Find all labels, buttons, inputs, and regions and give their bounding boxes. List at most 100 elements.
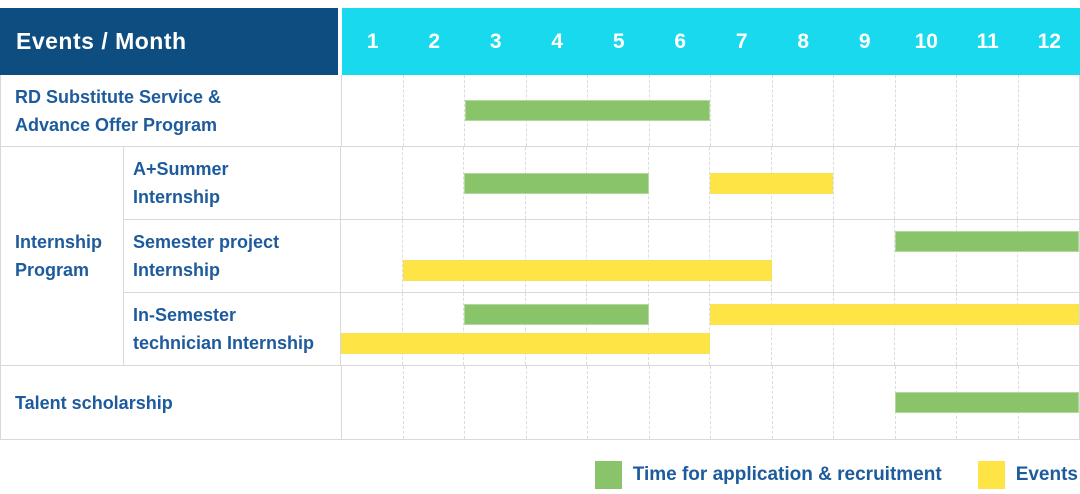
month-header-cell: 6 (674, 29, 687, 53)
row-label-line: Internship (133, 260, 221, 280)
month-grid-cell (895, 293, 957, 365)
bar-tracks (341, 293, 1079, 365)
month-grid-cell (464, 293, 526, 365)
month-grid-cell (527, 366, 588, 439)
timeline-cell-semester-project (341, 220, 1079, 292)
row-label-line: Semester project (133, 232, 280, 252)
gantt-row-a-summer: A+Summer Internship (124, 147, 1079, 220)
month-grid-cell (465, 366, 527, 439)
timeline-cell-talent-scholarship (342, 366, 1079, 439)
month-grid-cell (957, 293, 1019, 365)
month-grid-cell (772, 220, 834, 292)
month-grid-cell (957, 147, 1019, 219)
month-grid-cell (587, 293, 649, 365)
month-header-cell: 2 (428, 29, 441, 53)
bar-tracks (342, 75, 1079, 146)
month-grid-cell (711, 366, 773, 439)
month-grid-cell (834, 220, 896, 292)
gantt-table: Events / Month 1 2 3 4 5 6 7 8 9 10 11 12 RD Substi… (0, 8, 1080, 440)
row-label-rd-substitute: RD Substitute Service & Advance Offer Pr… (1, 75, 342, 146)
month-header-cell: 4 (551, 29, 564, 53)
gantt-bar-event (402, 260, 772, 281)
month-grid-cell (649, 293, 711, 365)
table-body: RD Substitute Service & Advance Offer Pr… (0, 75, 1080, 440)
legend-label-events: Events (1015, 464, 1078, 485)
month-grid-cell (588, 366, 650, 439)
month-grid-cell (650, 366, 711, 439)
bar-tracks (341, 220, 1079, 292)
month-grid-cell (404, 75, 465, 146)
table-header: Events / Month 1 2 3 4 5 6 7 8 9 10 11 12 (0, 8, 1080, 75)
gantt-row-talent-scholarship: Talent scholarship (1, 366, 1079, 439)
month-grid-cell (404, 366, 465, 439)
month-grid-cell (649, 220, 711, 292)
row-label-line: technician Internship (133, 333, 315, 353)
gantt-group-internship-program: Internship Program A+Summer Internship S… (1, 147, 1079, 366)
gantt-bar-application (464, 304, 649, 325)
month-grid-cell (341, 147, 403, 219)
bar-track (341, 231, 1079, 252)
month-grid-cell (772, 293, 834, 365)
row-label-talent-scholarship: Talent scholarship (1, 366, 342, 439)
month-grid-cell (711, 75, 773, 146)
group-subrows: A+Summer Internship Semester project Int… (124, 147, 1079, 365)
timeline-cell-rd-substitute (342, 75, 1079, 146)
gantt-bar-event (710, 172, 833, 194)
month-grid-cell (957, 220, 1019, 292)
month-header-cell: 8 (797, 29, 810, 53)
gantt-row-rd-substitute: RD Substitute Service & Advance Offer Pr… (1, 75, 1079, 147)
month-header-cell: 10 (914, 29, 938, 53)
bar-tracks (342, 366, 1079, 439)
month-grid-cell (834, 147, 896, 219)
gantt-bar-application (464, 100, 711, 121)
month-grid-cell (710, 293, 773, 365)
month-header-cell: 11 (976, 29, 999, 53)
row-label-line: Talent scholarship (15, 392, 173, 413)
gantt-bar-application (894, 231, 1079, 252)
row-label-line: RD Substitute Service & (15, 86, 222, 107)
bar-track (341, 260, 1079, 281)
group-label-line: Program (15, 260, 90, 280)
month-grid-cell (650, 75, 711, 146)
month-grid-cell (403, 293, 465, 365)
month-grid-cell (341, 220, 403, 292)
legend-label-application: Time for application & recruitment (632, 464, 942, 485)
month-grid-cell (896, 75, 957, 146)
bar-track (342, 392, 1079, 413)
month-grid-cell (834, 75, 896, 146)
month-grid-cell (895, 220, 957, 292)
month-gridlines (341, 220, 1079, 292)
row-label-line: A+Summer (133, 159, 229, 179)
month-grid-cell (834, 293, 896, 365)
month-grid-cell (342, 75, 404, 146)
gantt-bar-event (341, 333, 710, 354)
bar-tracks (341, 147, 1079, 219)
month-grid-cell (526, 293, 588, 365)
row-label-line: Advance Offer Program (15, 114, 218, 135)
month-grid-cell (773, 366, 834, 439)
row-label-semester-project: Semester project Internship (124, 220, 341, 292)
month-grid-cell (403, 220, 465, 292)
header-corner-cell: Events / Month (0, 8, 338, 75)
header-corner-label: Events / Month (16, 28, 187, 54)
gantt-bar-event (710, 304, 1079, 325)
timeline-cell-a-summer (341, 147, 1079, 219)
month-header-row: 1 2 3 4 5 6 7 8 9 10 11 12 (342, 8, 1080, 75)
month-header-cell: 9 (858, 29, 871, 53)
gantt-row-in-semester: In-Semester technician Internship (124, 293, 1079, 365)
row-label-line: Internship (133, 187, 221, 207)
row-label-a-summer: A+Summer Internship (124, 147, 341, 219)
month-grid-cell (895, 147, 957, 219)
month-grid-cell (342, 366, 404, 439)
row-label-in-semester: In-Semester technician Internship (124, 293, 341, 365)
month-grid-cell (341, 293, 403, 365)
gantt-row-semester-project: Semester project Internship (124, 220, 1079, 293)
gantt-bar-application (464, 172, 649, 194)
group-label-internship-program: Internship Program (1, 147, 124, 365)
month-grid-cell (526, 220, 588, 292)
month-header-cell: 7 (735, 29, 748, 53)
month-grid-cell (649, 147, 711, 219)
bar-track (341, 172, 1079, 194)
bar-track (341, 333, 1079, 354)
